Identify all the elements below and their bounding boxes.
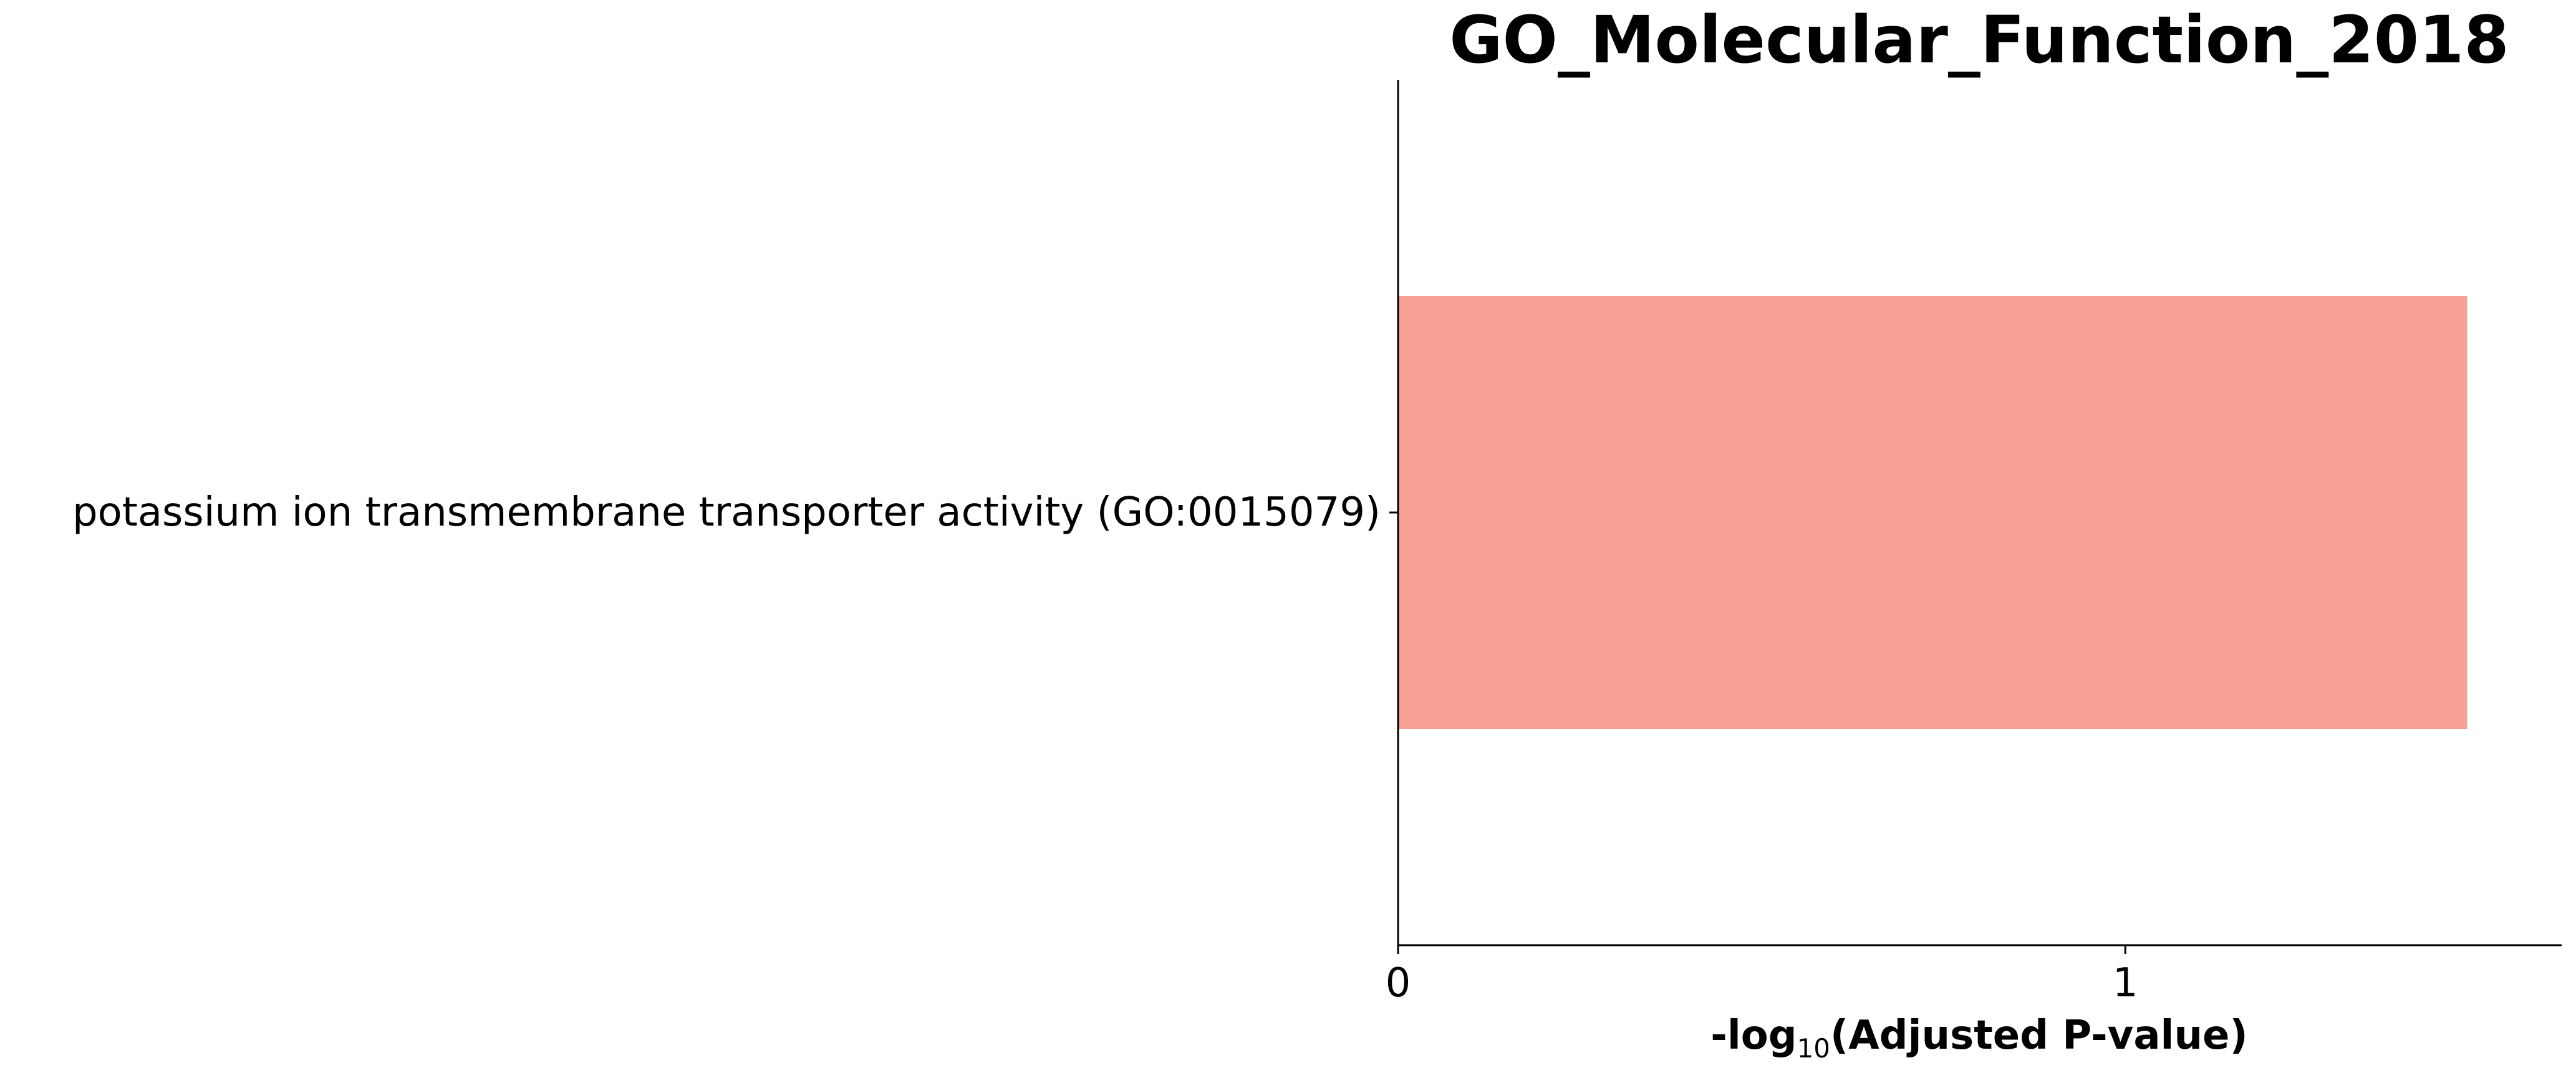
x-axis-title-suffix: (Adjusted P-value)	[1830, 1013, 2248, 1059]
x-axis-title-prefix: -log	[1710, 1013, 1797, 1059]
x-tick-label: 1	[2113, 960, 2138, 1006]
x-axis-title-subscript: 10	[1797, 1033, 1830, 1064]
bars-group	[1398, 296, 2467, 729]
category-labels: potassium ion transmembrane transporter …	[72, 489, 1381, 536]
bar	[1398, 296, 2467, 729]
x-tick-label: 0	[1386, 960, 1411, 1006]
category-label: potassium ion transmembrane transporter …	[72, 489, 1381, 536]
chart-title: GO_Molecular_Function_2018	[1449, 2, 2509, 78]
x-axis-title: -log10(Adjusted P-value)	[1710, 1013, 2247, 1064]
